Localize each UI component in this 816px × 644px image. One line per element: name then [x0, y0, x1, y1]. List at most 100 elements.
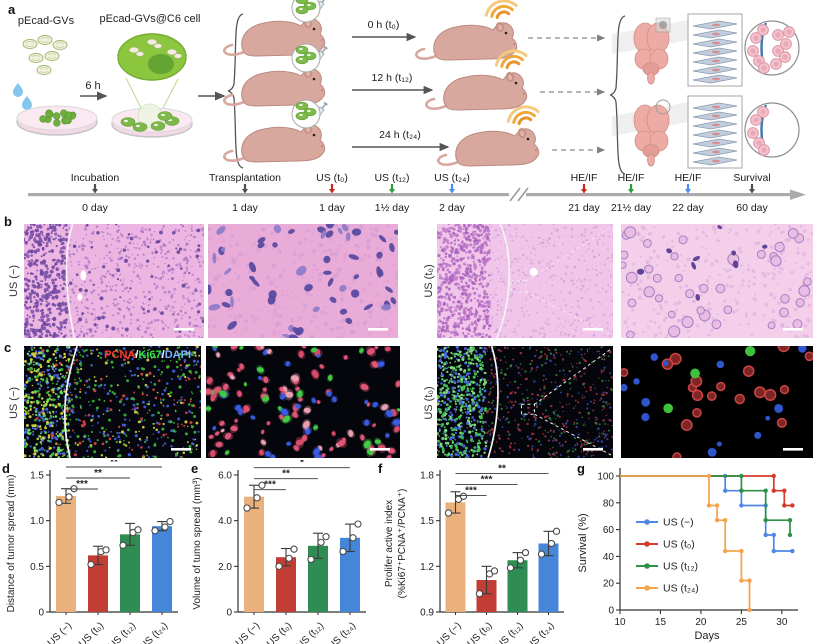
gv-icon	[36, 64, 52, 76]
if-image-ust0-highmag	[621, 346, 813, 458]
row-label-c-us-neg: US (−)	[8, 386, 20, 420]
data-point	[290, 545, 298, 553]
data-point	[151, 527, 159, 535]
data-point	[459, 492, 468, 500]
panel-a-label: a	[8, 2, 16, 17]
he-image-ust0-lowmag	[437, 224, 613, 338]
data-point	[475, 590, 484, 598]
data-point	[134, 526, 142, 534]
gv-loaded-cell-icon	[117, 33, 187, 109]
timeline-event-label: US (t₂₄)	[434, 172, 470, 184]
x-category-label: US (t₀)	[465, 620, 494, 644]
gvs-cell-label: pEcad-GVs@C6 cell	[99, 13, 200, 25]
data-point	[490, 567, 499, 575]
panel-g-label: g	[577, 461, 585, 476]
data-point	[253, 494, 261, 502]
row-label-b-us-t0: US (t₀)	[423, 264, 435, 298]
significance-stars: **	[282, 469, 290, 480]
stain-legend-item: /	[135, 349, 139, 361]
gv-icon	[52, 39, 68, 51]
micrograph-texture	[437, 224, 613, 338]
bar-US (t₁₂)	[507, 560, 528, 612]
significance-stars: ***	[481, 474, 493, 485]
bar-US (t₂₄)	[340, 537, 360, 612]
x-category-label: US (t₂₄)	[326, 620, 358, 644]
injection-group-label: 0 h (t₀)	[368, 19, 400, 31]
x-category-label: US (−)	[46, 620, 74, 644]
row-label-c-us-t0: US (t₀)	[423, 386, 435, 420]
data-point	[547, 539, 556, 548]
micrograph-texture	[621, 224, 813, 338]
data-point	[87, 560, 95, 569]
data-point	[317, 538, 325, 547]
stain-legend-item: DAPI	[164, 349, 191, 361]
stain-legend-item: Ki67	[138, 349, 162, 361]
timeline-day-label: 22 day	[672, 202, 704, 214]
injection-group-label: 24 h (t₂₄)	[379, 129, 421, 141]
panel-c-label: c	[4, 340, 12, 355]
stain-legend: PCNA/Ki67/DAPI	[104, 349, 191, 361]
gvs-label: pEcad-GVs	[18, 15, 75, 27]
timeline-event-label: Transplantation	[209, 172, 281, 184]
data-point	[275, 562, 283, 570]
timeline-day-label: 21 day	[568, 202, 600, 214]
data-point	[102, 546, 110, 554]
panel-a-drawings	[13, 0, 800, 175]
data-point	[258, 481, 266, 489]
timeline-day-label: 1 day	[232, 202, 258, 214]
ultrasound-waves-icon	[506, 105, 540, 126]
x-category-label: US (t₁₂)	[494, 620, 525, 644]
bar-US (t₂₄)	[152, 526, 172, 612]
ultrasound-waves-icon	[484, 0, 518, 20]
mouse-icon	[437, 128, 540, 167]
significance-stars: ***	[465, 485, 477, 496]
x-category-label: US (t₂₄)	[525, 620, 557, 644]
timeline-day-label: 21½ day	[611, 202, 652, 214]
timeline-event-label: US (t₁₂)	[374, 172, 409, 184]
data-point	[322, 533, 330, 541]
if-image-ust0-lowmag	[437, 346, 613, 458]
panel-a-schematic: pEcad-GVs pEcad-GVs@C6 cell 6 h 0 h (t₀)…	[13, 0, 806, 214]
data-point	[349, 534, 357, 542]
micrograph-texture	[208, 224, 398, 338]
histology-circle-icon	[744, 102, 800, 158]
gv-icon	[28, 52, 44, 64]
bar-US (t₁₂)	[120, 534, 140, 612]
data-point	[516, 556, 525, 564]
mouse-icon	[425, 72, 528, 111]
gv-icon	[22, 38, 38, 50]
bar-US (t₂₄)	[538, 543, 559, 612]
data-point	[339, 547, 347, 556]
histology-circle-icon	[744, 20, 800, 76]
bar-US (−)	[56, 496, 76, 612]
stain-legend-item: PCNA	[104, 349, 136, 361]
micrograph-texture	[206, 346, 400, 458]
x-category-label: US (t₀)	[265, 620, 294, 644]
panel-b-label: b	[4, 214, 12, 229]
significance-stars: **	[110, 460, 118, 468]
timeline-day-label: 1 day	[319, 202, 345, 214]
droplet-icon	[13, 83, 23, 98]
ultrasound-waves-icon	[494, 49, 528, 70]
gv-cells-callout-icon	[291, 0, 321, 23]
x-category-label: US (−)	[234, 620, 262, 644]
x-axis-label: Days	[694, 630, 720, 642]
mouse-icon	[415, 22, 518, 61]
micrograph-texture	[24, 346, 201, 458]
data-point	[354, 520, 362, 528]
injection-group-label: 12 h (t₁₂)	[372, 72, 413, 84]
gv-cells-callout-icon	[291, 43, 321, 73]
petri-dish-icon	[111, 103, 193, 138]
incubation-time-label: 6 h	[85, 80, 100, 92]
timeline-event-label: HE/IF	[571, 172, 598, 184]
timeline-day-label: 2 day	[439, 202, 465, 214]
data-point	[537, 550, 546, 558]
micrograph-texture	[621, 346, 813, 458]
data-point	[285, 554, 293, 562]
panel-e-label: e	[191, 461, 199, 476]
legend-entry-US (t₀): US (t₀)	[636, 539, 695, 551]
